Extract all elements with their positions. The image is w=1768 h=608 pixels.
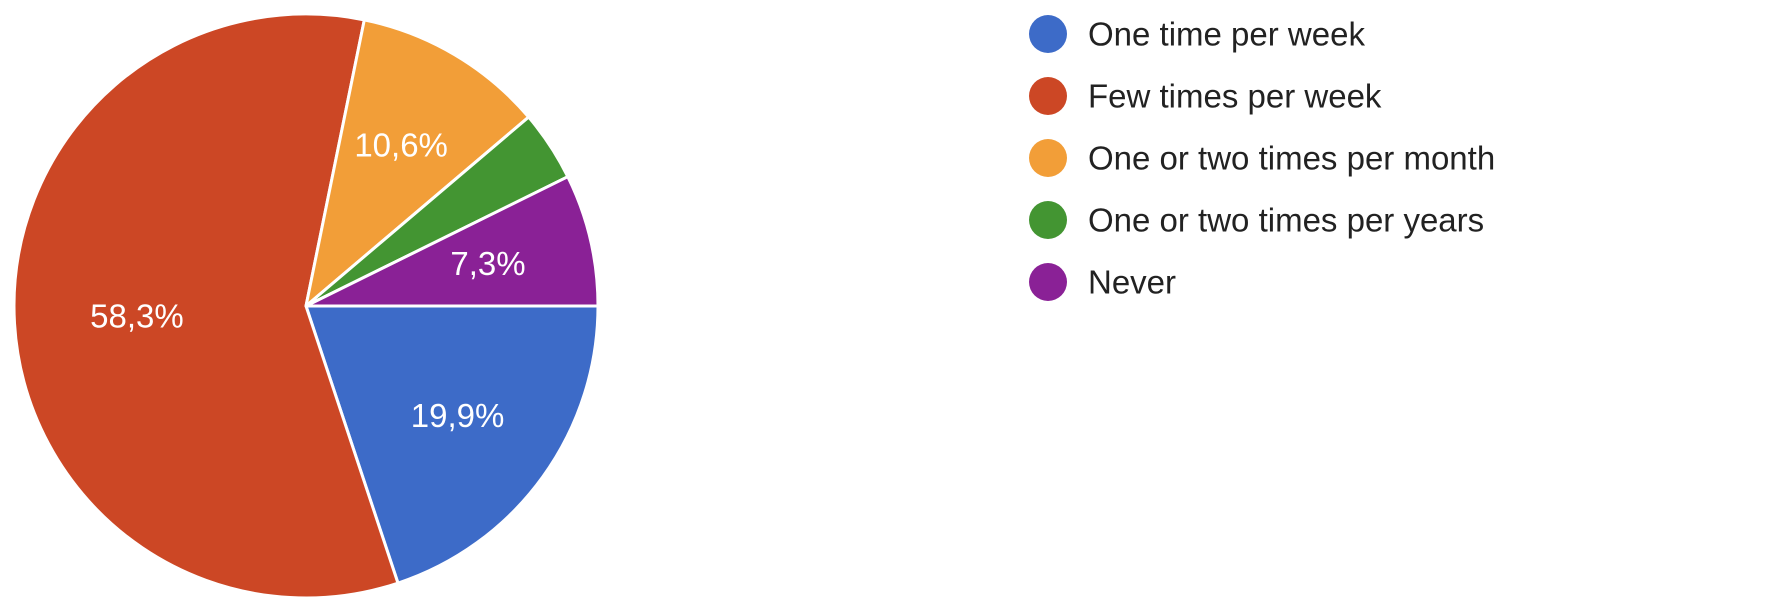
legend-swatch-0 xyxy=(1029,15,1067,53)
legend-swatch-3 xyxy=(1029,201,1067,239)
legend-label-2: One or two times per month xyxy=(1088,140,1495,177)
pie-slice-4 xyxy=(304,175,600,308)
pie-slice-labels: 19,9% 58,3% 10,6% 7,3% xyxy=(90,127,525,434)
slice-label-0: 19,9% xyxy=(411,397,505,434)
slice-label-1: 58,3% xyxy=(90,298,184,335)
pie-slice-2 xyxy=(304,18,531,308)
legend-swatch-2 xyxy=(1029,139,1067,177)
pie-slice-0 xyxy=(304,304,600,585)
legend-label-4: Never xyxy=(1088,264,1176,301)
slice-label-2: 10,6% xyxy=(354,127,448,164)
legend-label-0: One time per week xyxy=(1088,16,1365,53)
legend-label-3: One or two times per years xyxy=(1088,202,1484,239)
pie-slices xyxy=(12,12,600,600)
legend-swatch-4 xyxy=(1029,263,1067,301)
legend-label-1: Few times per week xyxy=(1088,78,1382,115)
pie-slice-1 xyxy=(12,12,400,600)
slice-label-4: 7,3% xyxy=(450,245,525,282)
legend-swatch-1 xyxy=(1029,77,1067,115)
legend: One time per week Few times per week One o… xyxy=(1029,15,1495,301)
